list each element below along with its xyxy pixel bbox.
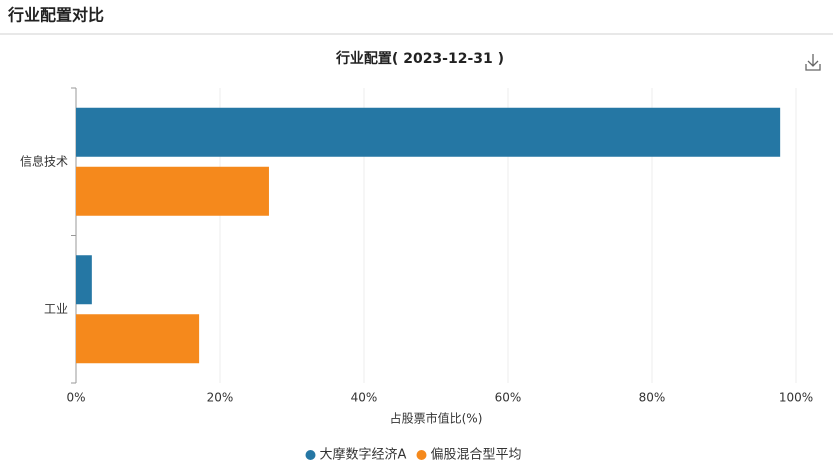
legend-marker (305, 450, 316, 460)
x-tick-label: 40% (351, 391, 378, 405)
page-title: 行业配置对比 (7, 6, 104, 25)
download-button[interactable] (805, 54, 821, 71)
x-tick-label: 60% (495, 391, 522, 405)
legend-item[interactable]: 大摩数字经济A (305, 447, 407, 463)
bar (76, 107, 781, 157)
x-tick-label: 20% (207, 391, 234, 405)
y-tick-label: 信息技术 (20, 153, 68, 168)
x-tick-label: 100% (779, 391, 813, 405)
bar (76, 314, 200, 364)
legend-label: 大摩数字经济A (320, 447, 407, 463)
x-axis-label: 占股票市值比(%) (390, 411, 483, 426)
bar (76, 166, 269, 216)
chart-title: 行业配置( 2023-12-31 ) (335, 50, 504, 67)
y-tick-label: 工业 (44, 302, 68, 316)
bar (76, 255, 92, 305)
x-tick-label: 0% (66, 391, 85, 405)
x-tick-label: 80% (639, 391, 666, 405)
legend-marker (416, 450, 427, 460)
legend-label: 偏股混合型平均 (431, 448, 522, 463)
legend-item[interactable]: 偏股混合型平均 (416, 448, 522, 463)
